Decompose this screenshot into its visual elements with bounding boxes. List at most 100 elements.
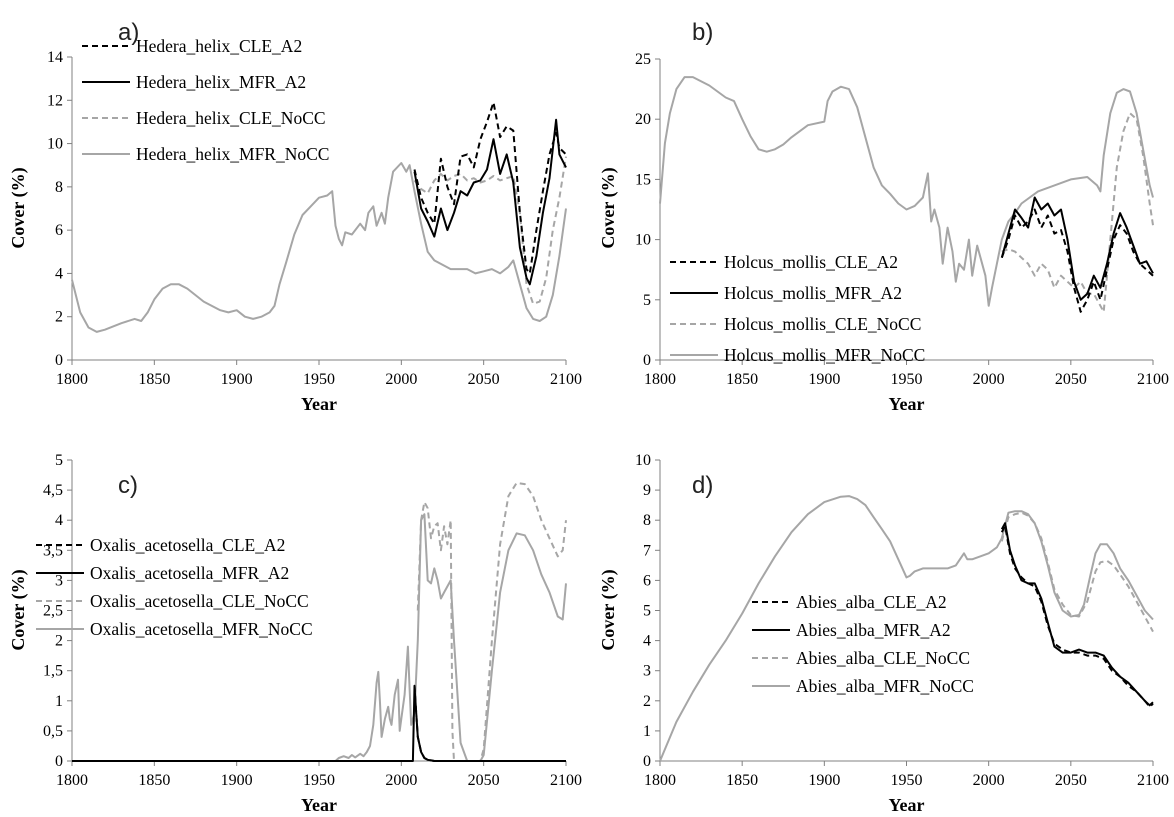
- y-tick-label: 1: [55, 693, 63, 710]
- x-tick-label: 1950: [303, 371, 335, 388]
- y-tick-label: 8: [643, 512, 651, 529]
- x-tick-label: 2050: [468, 772, 500, 789]
- x-tick-label: 1950: [891, 371, 923, 388]
- panel-label: b): [692, 19, 713, 46]
- y-tick-label: 5: [643, 603, 651, 620]
- legend-label: Hedera_helix_CLE_NoCC: [136, 108, 326, 128]
- x-tick-label: 2100: [1137, 772, 1169, 789]
- legend-label: Holcus_mollis_MFR_A2: [724, 283, 902, 303]
- y-tick-label: 1,5: [43, 663, 63, 680]
- y-axis-title: Cover (%): [8, 167, 29, 248]
- y-axis-title: Cover (%): [8, 569, 29, 650]
- y-tick-label: 4: [55, 265, 63, 282]
- legend-label: Oxalis_acetosella_CLE_NoCC: [90, 591, 309, 611]
- series-line-mfr-nocc: [71, 162, 567, 333]
- x-tick-label: 2000: [973, 772, 1005, 789]
- y-axis-title: Cover (%): [598, 167, 619, 248]
- y-tick-label: 0: [55, 753, 63, 770]
- chart-panel-3: c) 0 0,5 1 1,5 2 2,5 3 3,5 4 4,5 5 1800 1850 1900 1950 2…: [8, 452, 582, 815]
- series-line-mfr-a2: [72, 684, 566, 762]
- y-tick-label: 2: [55, 633, 63, 650]
- legend-label: Abies_alba_MFR_A2: [796, 620, 951, 640]
- x-axis-title: Year: [301, 394, 337, 414]
- y-tick-label: 6: [643, 572, 651, 589]
- x-tick-label: 2100: [550, 371, 582, 388]
- series-line-mfr-a2: [413, 118, 567, 286]
- x-axis-title: Year: [889, 394, 925, 414]
- y-tick-label: 0: [643, 753, 651, 770]
- y-tick-label: 7: [643, 542, 651, 559]
- y-tick-label: 25: [635, 51, 651, 68]
- x-tick-label: 1800: [644, 371, 676, 388]
- panel-label: c): [118, 472, 138, 499]
- x-tick-label: 1800: [56, 371, 88, 388]
- legend-label: Abies_alba_CLE_NoCC: [796, 648, 970, 668]
- legend-label: Oxalis_acetosella_MFR_A2: [90, 563, 289, 583]
- y-axis-title: Cover (%): [598, 569, 619, 650]
- x-tick-label: 1800: [644, 772, 676, 789]
- legend-label: Hedera_helix_MFR_A2: [136, 72, 306, 92]
- x-tick-label: 1950: [891, 772, 923, 789]
- legend-label: Abies_alba_CLE_A2: [796, 592, 947, 612]
- legend-label: Abies_alba_MFR_NoCC: [796, 676, 974, 696]
- y-tick-label: 10: [47, 136, 63, 153]
- y-tick-label: 3: [643, 663, 651, 680]
- x-tick-label: 1850: [726, 371, 758, 388]
- y-tick-label: 3,5: [43, 542, 63, 559]
- legend-label: Hedera_helix_MFR_NoCC: [136, 144, 329, 164]
- y-tick-label: 12: [47, 92, 63, 109]
- x-tick-label: 2100: [550, 772, 582, 789]
- legend-label: Oxalis_acetosella_CLE_A2: [90, 535, 285, 555]
- x-tick-label: 1900: [221, 371, 253, 388]
- y-tick-label: 2: [643, 693, 651, 710]
- x-tick-label: 1850: [726, 772, 758, 789]
- x-tick-label: 1900: [808, 371, 840, 388]
- series-line-cle-nocc: [413, 156, 567, 305]
- y-tick-label: 0,5: [43, 723, 63, 740]
- legend-label: Holcus_mollis_CLE_NoCC: [724, 314, 921, 334]
- y-tick-label: 6: [55, 222, 63, 239]
- chart-panel-2: b) 0 5 10 15 20 25 1800 1850 1900 1950 2000 2050 2100…: [598, 19, 1169, 414]
- y-tick-label: 5: [643, 292, 651, 309]
- x-axis-title: Year: [301, 795, 337, 815]
- series-line-mfr-a2: [1000, 196, 1154, 301]
- y-tick-label: 8: [55, 179, 63, 196]
- x-tick-label: 2000: [385, 772, 417, 789]
- x-tick-label: 1850: [138, 772, 170, 789]
- series-line-cle-nocc: [1000, 511, 1154, 633]
- chart-panel-1: a) 0 2 4 6 8 10 12 14 1800 1850 1900 1950 2000 2050 210…: [8, 19, 582, 414]
- series-line-mfr-nocc: [659, 495, 1154, 762]
- y-tick-label: 4: [643, 633, 651, 650]
- y-tick-label: 10: [635, 232, 651, 249]
- x-tick-label: 1900: [221, 772, 253, 789]
- x-tick-label: 2050: [468, 371, 500, 388]
- y-tick-label: 9: [643, 482, 651, 499]
- series-line-cle-nocc: [1001, 112, 1154, 313]
- y-tick-label: 0: [643, 352, 651, 369]
- y-tick-label: 2: [55, 309, 63, 326]
- legend-label: Holcus_mollis_CLE_A2: [724, 252, 898, 272]
- legend-label: Holcus_mollis_MFR_NoCC: [724, 345, 925, 365]
- series-line-mfr-nocc: [659, 76, 1154, 307]
- y-tick-label: 2,5: [43, 603, 63, 620]
- x-tick-label: 2050: [1055, 371, 1087, 388]
- x-tick-label: 1800: [56, 772, 88, 789]
- panel-label: d): [692, 472, 713, 499]
- y-tick-label: 10: [635, 452, 651, 469]
- x-tick-label: 1850: [138, 371, 170, 388]
- x-tick-label: 2000: [385, 371, 417, 388]
- x-tick-label: 2100: [1137, 371, 1169, 388]
- y-tick-label: 5: [55, 452, 63, 469]
- y-tick-label: 20: [635, 111, 651, 128]
- series-line-mfr-a2: [1000, 522, 1154, 707]
- y-tick-label: 14: [47, 49, 63, 66]
- x-tick-label: 2050: [1055, 772, 1087, 789]
- panel-label: a): [118, 19, 139, 46]
- y-tick-label: 15: [635, 171, 651, 188]
- x-tick-label: 1950: [303, 772, 335, 789]
- legend-label: Oxalis_acetosella_MFR_NoCC: [90, 619, 313, 639]
- x-tick-label: 2000: [973, 371, 1005, 388]
- y-tick-label: 3: [55, 572, 63, 589]
- legend-label: Hedera_helix_CLE_A2: [136, 36, 302, 56]
